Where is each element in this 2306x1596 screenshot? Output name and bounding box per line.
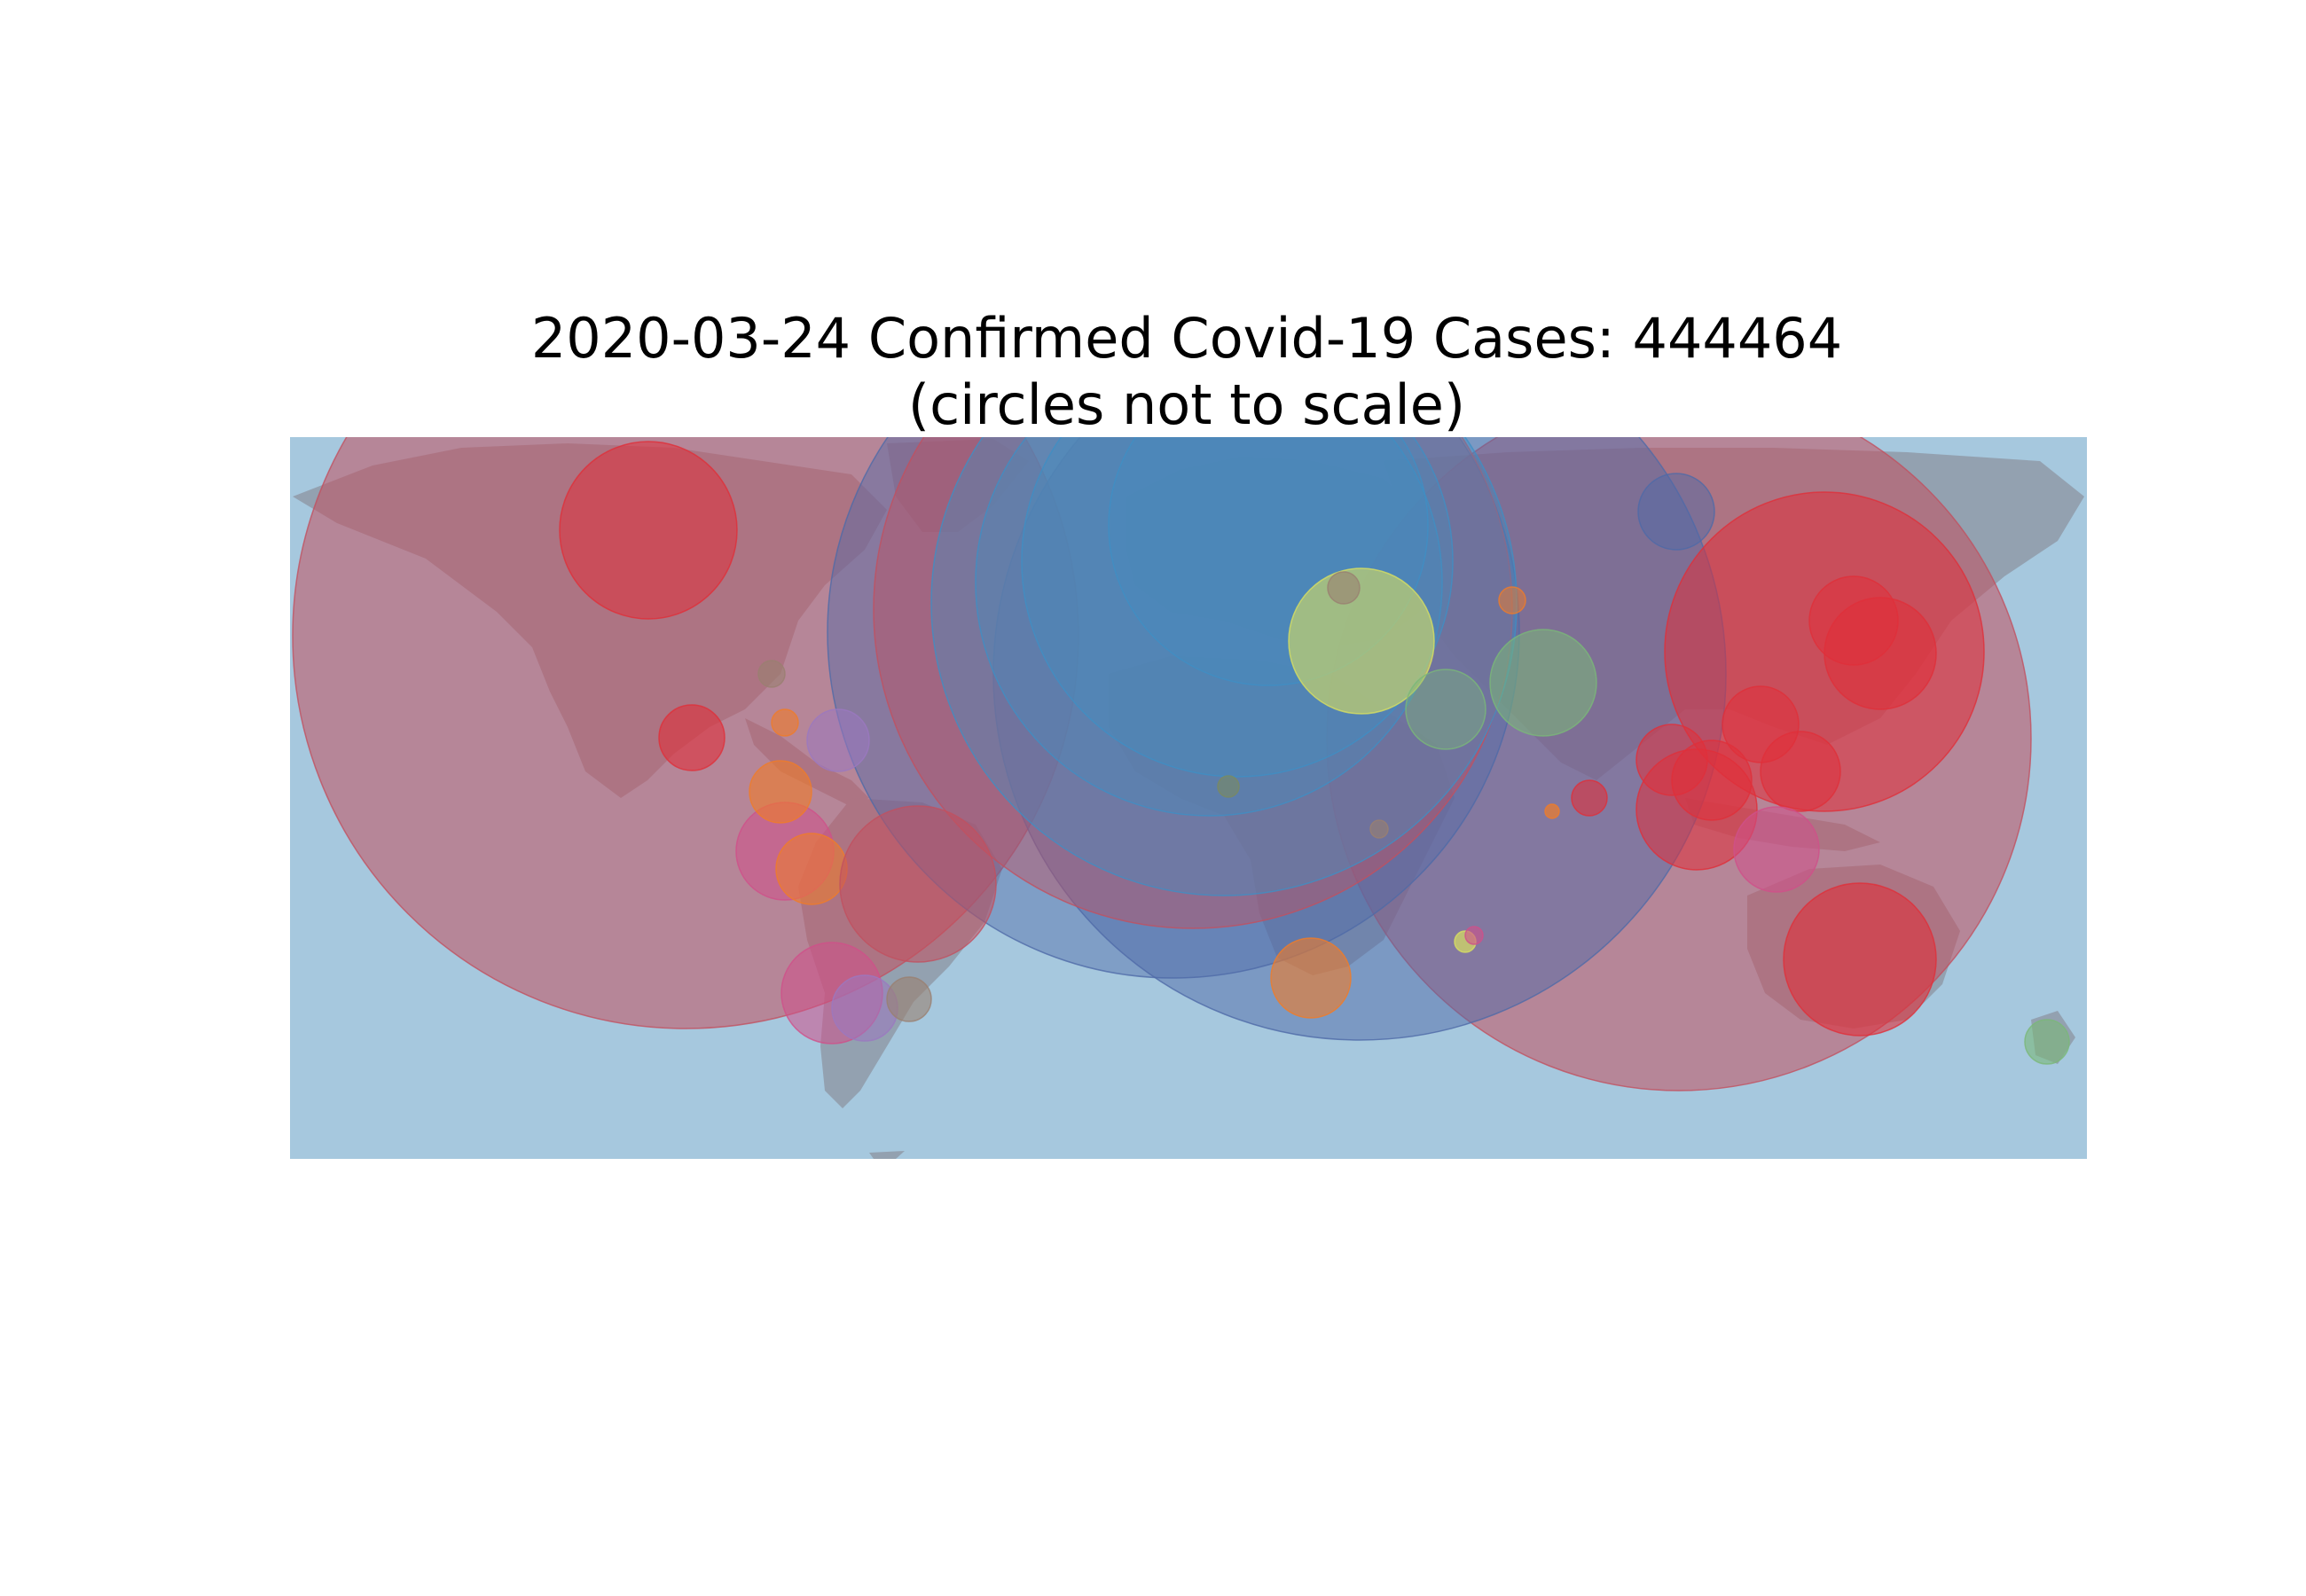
small-circle-kazakhstan [1498,586,1526,614]
small-circle-africa-b [1369,819,1389,839]
red-circle-sri-lanka [1571,779,1608,817]
green-circle-new-zealand [2024,1019,2070,1065]
small-circle-india [1544,803,1560,819]
purple-circle-argentina [831,974,898,1042]
map-subtitle: (circles not to scale) [908,372,1465,437]
red-circle-korea [1808,575,1899,666]
red-circle-taiwan [1722,685,1800,763]
red-circle-australia [1783,882,1937,1037]
purple-circle-caribbean [806,708,870,772]
brown-circle-cuba [757,660,786,688]
red-circle-canada [559,441,738,620]
orange-circle-south-africa [1270,937,1352,1019]
green-circle-saudi [1405,669,1486,750]
brown-circle-uruguay [886,976,932,1022]
red-circle-mexico [658,704,726,771]
case-markers [292,437,2070,1091]
orange-circle-small-ca [771,708,799,737]
orange-circle-panama [749,760,812,824]
map-frame [290,437,2087,1159]
map-title: 2020-03-24 Confirmed Covid-19 Cases: 444… [531,306,1842,371]
land-antarctica-tip [869,1151,905,1159]
navy-circle-russia [1637,473,1715,551]
pink-circle-indonesia [1733,806,1820,893]
small-circle-georgia [1327,571,1361,605]
orange-circle-ecuador [775,833,848,905]
green-circle-iran [1489,629,1597,737]
small-circle-reunion [1464,926,1484,945]
red-circle-southeast-asia-c [1671,739,1753,821]
yellow-circle-turkey [1288,567,1435,715]
small-circle-africa-a [1217,775,1240,798]
crimson-circle-brazil [839,805,997,963]
